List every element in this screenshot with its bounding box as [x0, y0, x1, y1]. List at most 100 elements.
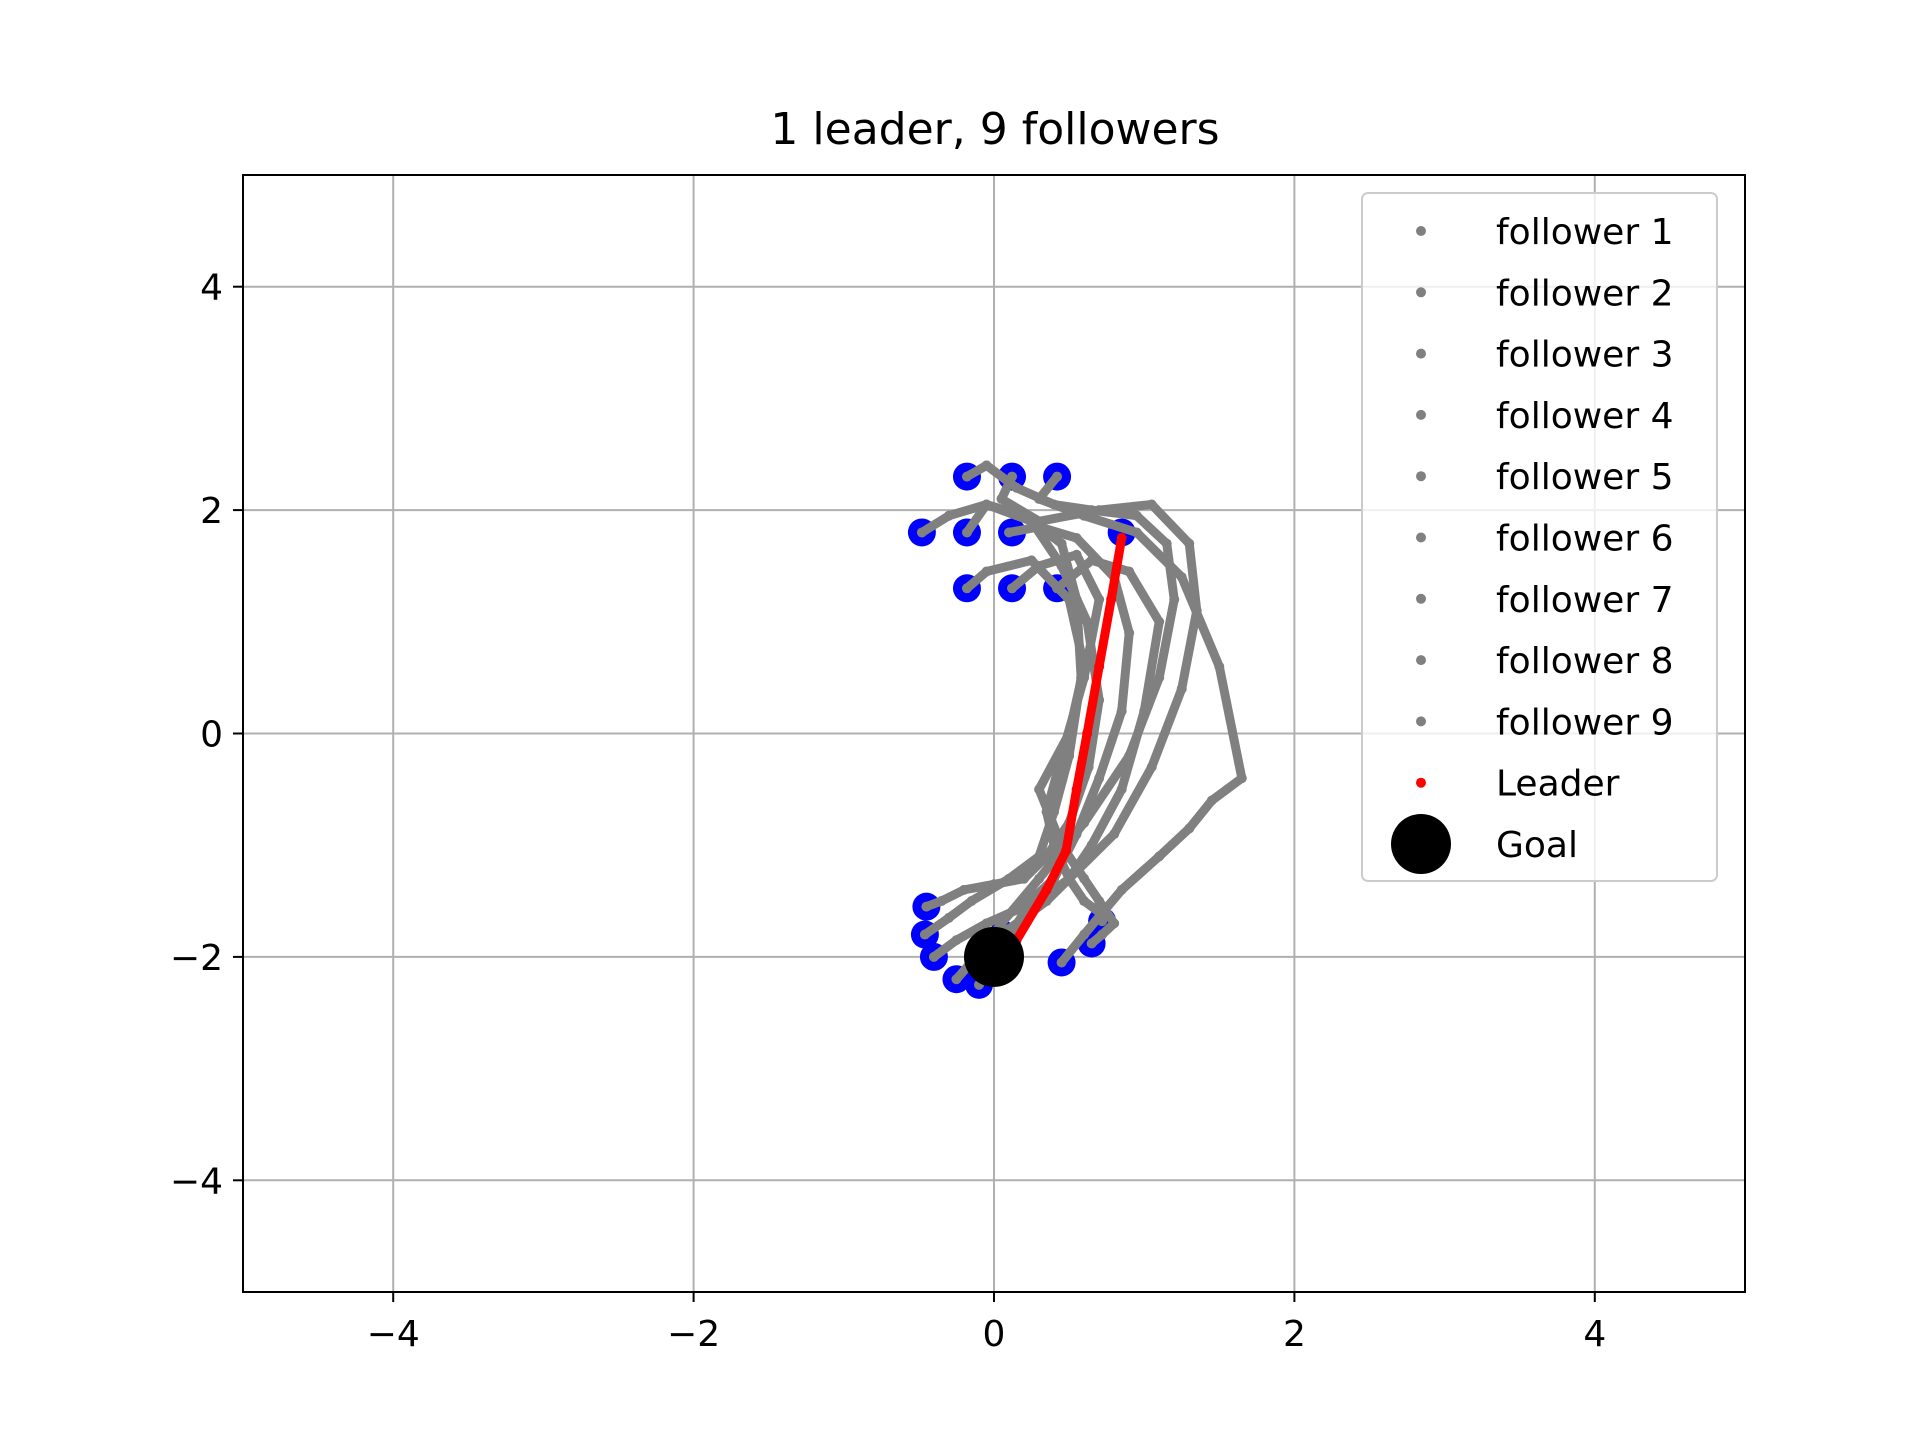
follower-point: [1109, 829, 1120, 840]
follower-point: [1139, 706, 1150, 717]
follower-point: [1034, 560, 1045, 571]
follower-point: [1082, 616, 1093, 627]
legend-label: follower 5: [1496, 457, 1673, 498]
follower-point: [1086, 840, 1097, 851]
y-tick-label: −2: [170, 938, 223, 979]
follower-point: [1116, 884, 1127, 895]
follower-point: [1034, 851, 1045, 862]
follower-point: [981, 499, 992, 510]
follower-point: [1094, 594, 1105, 605]
follower-point: [1079, 510, 1090, 521]
follower-point: [1206, 795, 1217, 806]
follower-point: [1124, 566, 1135, 577]
legend-label: follower 3: [1496, 335, 1673, 376]
y-tick-label: −4: [170, 1161, 223, 1202]
follower-point: [1154, 672, 1165, 683]
follower-point: [1004, 527, 1015, 538]
follower-point: [1109, 918, 1120, 929]
legend-marker: [1416, 409, 1426, 420]
y-tick-label: 0: [200, 715, 223, 756]
legend-label: follower 4: [1496, 396, 1673, 437]
series-follower-8: [1007, 549, 1108, 927]
follower-point: [1004, 873, 1015, 884]
follower-point: [1041, 806, 1052, 817]
follower-point: [1071, 533, 1082, 544]
follower-point: [1034, 516, 1045, 527]
follower-point: [1007, 471, 1018, 482]
x-tick-label: −4: [367, 1314, 420, 1355]
y-tick-label: 4: [200, 268, 223, 309]
leader-point: [1082, 728, 1093, 739]
follower-point: [1026, 555, 1037, 566]
x-tick-label: −2: [667, 1314, 720, 1355]
legend-marker: [1416, 348, 1426, 359]
follower-point: [1094, 505, 1105, 516]
legend-label: follower 7: [1496, 580, 1673, 621]
follower-point: [951, 935, 962, 946]
follower-point: [1094, 907, 1105, 918]
follower-point: [943, 510, 954, 521]
follower-point: [1034, 873, 1045, 884]
follower-point: [961, 527, 972, 538]
legend-label: follower 2: [1496, 273, 1673, 314]
series-leader: [1011, 533, 1127, 946]
legend-marker: [1416, 777, 1426, 788]
follower-point: [919, 929, 930, 940]
follower-point: [1094, 773, 1105, 784]
follower-point: [1019, 873, 1030, 884]
follower-point: [958, 884, 969, 895]
follower-point: [916, 527, 927, 538]
follower-point: [1154, 616, 1165, 627]
follower-point: [1079, 817, 1090, 828]
follower-point: [1079, 896, 1090, 907]
follower-point: [1176, 572, 1187, 583]
follower-point: [1079, 873, 1090, 884]
legend-label: follower 6: [1496, 519, 1673, 560]
follower-point: [1214, 661, 1225, 672]
legend-marker: [1416, 471, 1426, 482]
follower-point: [928, 951, 939, 962]
follower-point: [961, 583, 972, 594]
legend-marker: [1416, 716, 1426, 727]
x-tick-label: 0: [983, 1314, 1006, 1355]
follower-point: [1146, 762, 1157, 773]
follower-point: [1034, 493, 1045, 504]
follower-point: [921, 901, 932, 912]
axis-ticks: −4 −2 0 2 4 −4 −2 0 2 4: [170, 268, 1606, 1355]
leader-point: [1041, 884, 1052, 895]
legend-marker: [1416, 532, 1426, 543]
leader-path: [1012, 533, 1127, 945]
follower-point: [1052, 471, 1063, 482]
follower-point: [1161, 538, 1172, 549]
y-tick-label: 2: [200, 491, 223, 532]
x-tick-label: 2: [1283, 1314, 1306, 1355]
follower-point: [1146, 499, 1157, 510]
follower-point: [936, 896, 947, 907]
legend-label: follower 8: [1496, 641, 1673, 682]
follower-point: [1116, 784, 1127, 795]
follower-point: [1169, 594, 1180, 605]
legend-label: Goal: [1496, 825, 1578, 866]
follower-point: [1184, 538, 1195, 549]
follower-point: [1094, 896, 1105, 907]
x-tick-label: 4: [1583, 1314, 1606, 1355]
legend-marker: [1416, 287, 1426, 298]
legend-label: follower 9: [1496, 702, 1673, 743]
legend: follower 1 follower 2 follower 3 follower 4…: [1361, 192, 1718, 882]
follower-point: [996, 493, 1007, 504]
follower-point: [1236, 773, 1247, 784]
leader-point: [1071, 784, 1082, 795]
legend-box: [1361, 192, 1718, 882]
follower-point: [1131, 510, 1142, 521]
follower-point: [1056, 957, 1067, 968]
follower-point: [1097, 916, 1108, 927]
follower-point: [1056, 538, 1067, 549]
follower-point: [951, 974, 962, 985]
follower-point: [1034, 784, 1045, 795]
follower-point: [1154, 851, 1165, 862]
series-follower-6: [1034, 471, 1247, 968]
goal-marker: [964, 926, 1024, 987]
legend-marker: [1416, 593, 1426, 604]
follower-point: [1049, 840, 1060, 851]
